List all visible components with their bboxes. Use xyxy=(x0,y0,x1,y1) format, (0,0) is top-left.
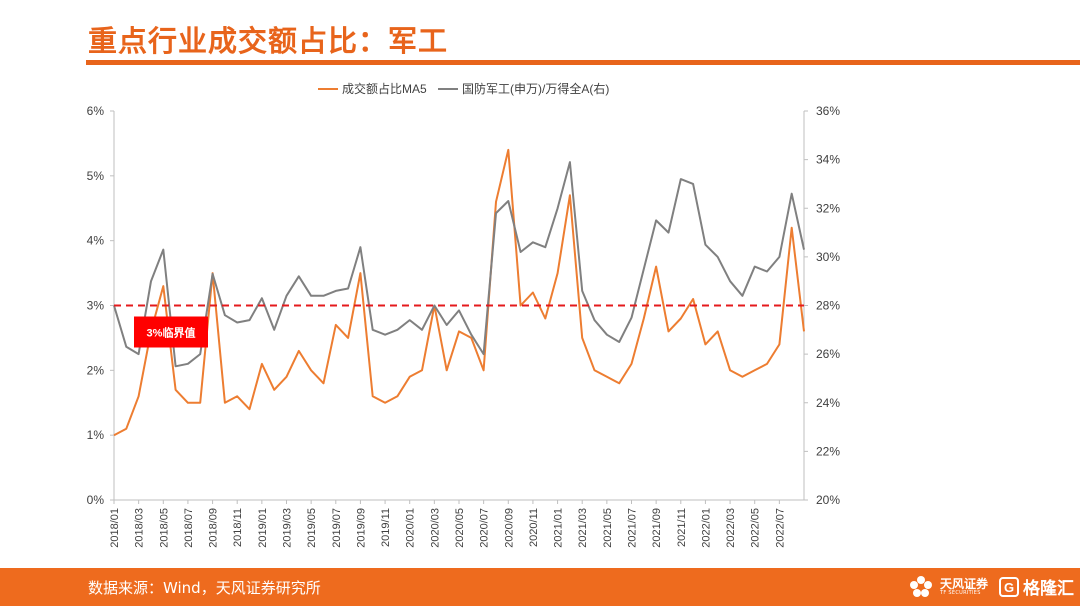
left-tick-label: 6% xyxy=(87,104,105,118)
x-tick-label: 2022/03 xyxy=(725,508,737,548)
series-turnover-share-line xyxy=(113,148,805,437)
threshold-label: 3%临界值 xyxy=(147,326,196,340)
x-tick-label: 2018/01 xyxy=(109,508,121,548)
left-tick-label: 0% xyxy=(87,493,105,507)
x-tick-label: 2020/05 xyxy=(454,508,466,548)
right-tick-label: 20% xyxy=(816,493,840,507)
x-tick-label: 2022/01 xyxy=(700,508,712,548)
x-tick-label: 2022/07 xyxy=(774,508,786,548)
source-note: 数据来源：Wind，天风证券研究所 xyxy=(88,579,321,597)
watermark: G 格隆汇 xyxy=(999,574,1074,599)
x-tick-label: 2020/03 xyxy=(429,508,441,548)
x-tick-label: 2019/01 xyxy=(257,508,269,548)
series-defense-ratio-line xyxy=(113,161,805,368)
brand-logo: 天风证券 TF SECURITIES xyxy=(908,574,988,600)
threshold-label-box xyxy=(134,316,208,348)
right-tick-label: 26% xyxy=(816,347,840,361)
legend-label-defense: 国防军工(申万)/万得全A(右) xyxy=(462,81,609,96)
brand-name: 天风证券 xyxy=(939,577,988,591)
left-tick-label: 4% xyxy=(87,234,105,248)
x-tick-label: 2021/05 xyxy=(602,508,614,548)
x-tick-label: 2022/05 xyxy=(750,508,762,548)
x-tick-label: 2018/05 xyxy=(158,508,170,548)
brand-name-en: TF SECURITIES xyxy=(939,590,981,596)
x-tick-label: 2021/07 xyxy=(627,508,639,548)
x-tick-label: 2018/09 xyxy=(208,508,220,548)
right-tick-label: 28% xyxy=(816,299,840,313)
right-tick-label: 24% xyxy=(816,396,840,410)
x-tick-label: 2020/11 xyxy=(528,508,540,547)
g-logo-letter: G xyxy=(1004,580,1014,595)
right-tick-label: 22% xyxy=(816,444,840,458)
right-tick-label: 34% xyxy=(816,153,840,167)
x-tick-label: 2019/07 xyxy=(331,508,343,548)
x-tick-label: 2021/03 xyxy=(577,508,589,548)
left-tick-label: 2% xyxy=(87,363,105,377)
x-tick-label: 2021/09 xyxy=(651,508,663,548)
right-tick-label: 30% xyxy=(816,250,840,264)
flower-icon xyxy=(909,576,932,597)
g-logo-icon: G xyxy=(999,576,1019,597)
title-divider xyxy=(86,60,1080,65)
x-tick-label: 2018/03 xyxy=(134,508,146,548)
x-tick-label: 2021/01 xyxy=(553,508,565,548)
x-tick-label: 2019/05 xyxy=(306,508,318,548)
x-tick-label: 2021/11 xyxy=(676,508,688,547)
watermark-text: 格隆汇 xyxy=(1023,579,1074,599)
right-tick-label: 36% xyxy=(816,104,840,118)
x-tick-label: 2019/11 xyxy=(380,508,392,547)
right-tick-label: 32% xyxy=(816,201,840,215)
x-tick-label: 2019/03 xyxy=(282,508,294,548)
left-tick-label: 1% xyxy=(87,428,105,442)
x-tick-label: 2020/09 xyxy=(503,508,515,548)
legend-label-turnover: 成交额占比MA5 xyxy=(342,81,427,96)
left-tick-label: 5% xyxy=(87,169,105,183)
x-tick-label: 2020/07 xyxy=(479,508,491,548)
x-tick-label: 2020/01 xyxy=(405,508,417,548)
left-tick-label: 3% xyxy=(87,299,105,313)
x-tick-label: 2018/11 xyxy=(232,508,244,547)
page-title: 重点行业成交额占比：军工 xyxy=(88,24,449,58)
footer-bar: 数据来源：Wind，天风证券研究所 天风证券 TF SECURITIES G 格… xyxy=(0,568,1080,606)
line-chart: 0% 1% 2% 3% 4% 5% 6% 20% 22% 24% 26% 28% 30% 32% 34% 36… xyxy=(87,81,841,548)
x-tick-label: 2019/09 xyxy=(355,508,367,548)
x-tick-label: 2018/07 xyxy=(183,508,195,548)
